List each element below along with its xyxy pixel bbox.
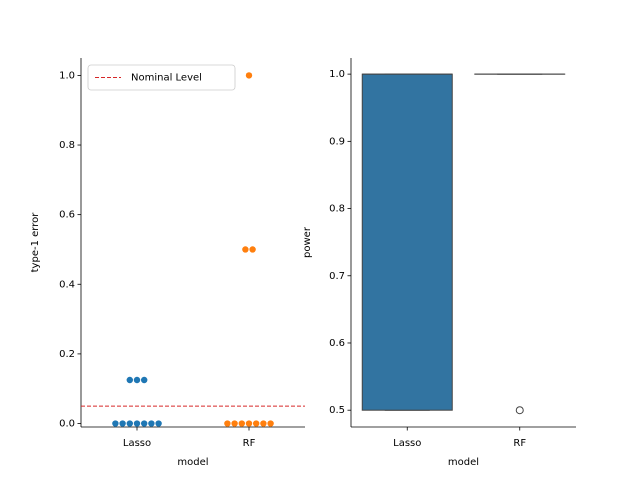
swarm-point [238,420,245,427]
y-tick-label: 0.6 [59,210,75,221]
swarm-point [148,420,155,427]
x-tick-label: Lasso [393,438,421,449]
swarm-point [267,420,274,427]
x-tick-label: RF [513,438,526,449]
outlier [515,406,524,415]
swarm-point [245,72,253,79]
y-tick-label: 0.2 [59,349,75,360]
legend-label: Nominal Level [131,73,202,84]
y-tick-label: 0.5 [329,405,345,416]
legend-box [87,64,236,91]
swarm-point [155,420,162,427]
swarm-point [133,420,141,427]
swarm-point [224,420,231,427]
y-axis-label: power [302,226,313,258]
swarm-point [253,420,260,427]
y-tick-label: 0.8 [329,204,345,215]
swarm-point [112,420,119,427]
y-tick-label: 0.7 [329,271,345,282]
swarm-point [245,420,253,427]
y-tick-label: 0.8 [59,140,75,151]
y-tick-label: 1.0 [329,69,345,80]
y-tick-label: 0.4 [59,279,75,290]
swarm-point [126,420,133,427]
swarm-point [126,376,133,384]
swarm-point [260,420,267,427]
x-axis-label: model [448,457,479,468]
swarm-point [231,420,238,427]
swarm-point [141,420,148,427]
swarm-point [133,376,141,384]
x-tick-label: Lasso [123,438,151,449]
x-tick-label: RF [243,438,256,449]
y-tick-label: 1.0 [59,70,75,81]
swarm-point [119,420,126,427]
swarm-point [249,246,256,253]
y-tick-label: 0.9 [329,136,345,147]
swarm-point [242,246,249,253]
y-tick-label: 0.0 [59,419,75,430]
swarm-point [141,376,148,384]
y-tick-label: 0.6 [329,338,345,349]
y-axis-label: type-1 error [30,212,41,273]
x-axis-label: model [177,457,208,468]
box [361,73,453,411]
